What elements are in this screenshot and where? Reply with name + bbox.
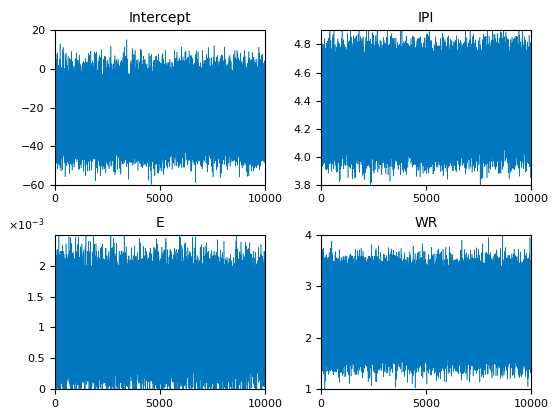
Title: Intercept: Intercept [128,11,191,25]
Text: $\times10^{-3}$: $\times10^{-3}$ [8,217,45,234]
Title: IPI: IPI [418,11,435,25]
Title: E: E [155,215,164,230]
Title: WR: WR [414,215,438,230]
